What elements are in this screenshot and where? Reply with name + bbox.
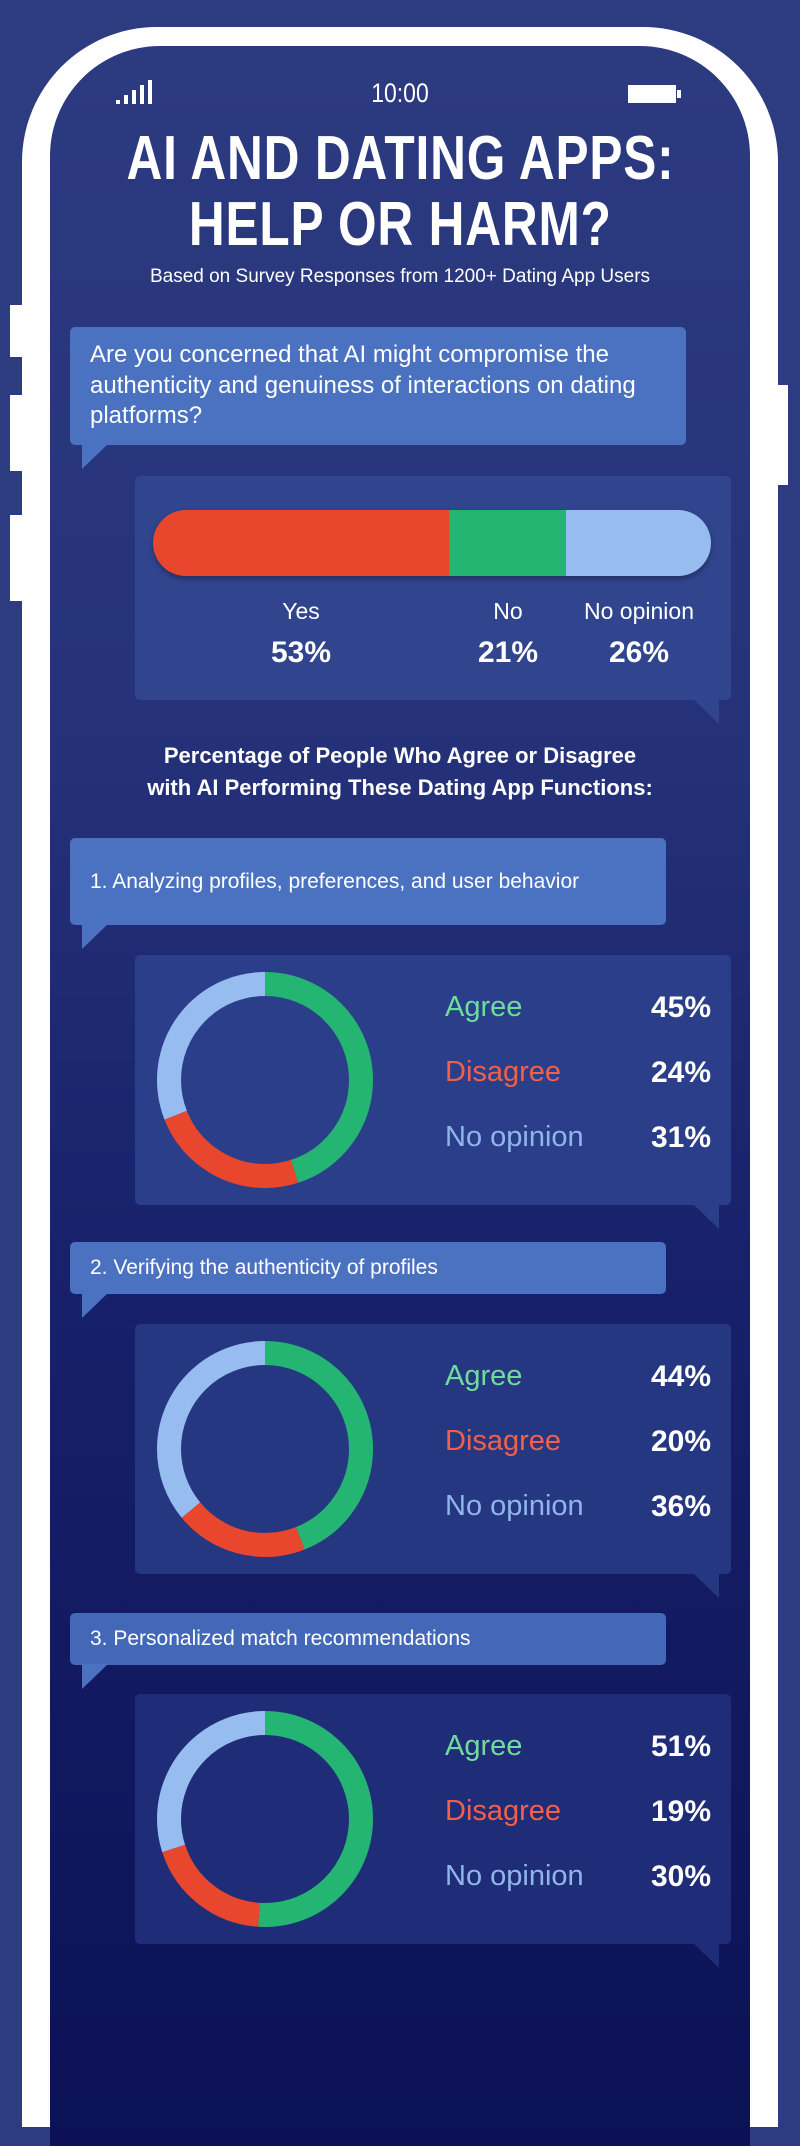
legend-value-no-opinion: 31% bbox=[650, 1121, 711, 1154]
title-line-2: HELP OR HARM? bbox=[188, 190, 612, 259]
function-3-title: 3. Personalized match recommendations bbox=[90, 1627, 471, 1651]
legend-value-no-opinion: 30% bbox=[650, 1860, 711, 1893]
function-1-title: 1. Analyzing profiles, preferences, and … bbox=[90, 869, 580, 893]
section-heading-line-2: with AI Performing These Dating App Func… bbox=[147, 774, 653, 800]
function-1-bubble: 1. Analyzing profiles, preferences, and … bbox=[70, 838, 666, 925]
section-heading-line-1: Percentage of People Who Agree or Disagr… bbox=[163, 743, 637, 768]
title-line-1: AI AND DATING APPS: bbox=[126, 124, 674, 193]
legend-value-agree: 44% bbox=[650, 1360, 711, 1393]
legend-value-disagree: 19% bbox=[650, 1795, 711, 1828]
bar-value-no: 21% bbox=[477, 636, 539, 669]
donut-segment-no-opinion bbox=[157, 972, 373, 1188]
legend-value-agree: 45% bbox=[650, 991, 711, 1024]
bar-value-yes: 53% bbox=[270, 636, 332, 669]
bar-segment-yes bbox=[153, 510, 449, 576]
question-bubble: Are you concerned that AI might compromi… bbox=[70, 327, 686, 445]
concern-bar-panel: Yes No No opinion 53% 21% 26% bbox=[135, 476, 731, 700]
signal-icon bbox=[116, 80, 156, 104]
phone-side-button bbox=[10, 305, 24, 357]
bar-label-yes: Yes bbox=[282, 598, 320, 624]
legend-value-no-opinion: 36% bbox=[650, 1490, 711, 1523]
phone-side-button bbox=[776, 385, 788, 485]
legend-label-no-opinion: No opinion bbox=[445, 1490, 584, 1522]
bar-segment-no bbox=[448, 510, 566, 576]
legend-label-disagree: Disagree bbox=[445, 1056, 562, 1088]
legend-label-no-opinion: No opinion bbox=[445, 1121, 584, 1153]
legend-label-no-opinion: No opinion bbox=[445, 1860, 584, 1892]
legend-value-disagree: 24% bbox=[650, 1056, 711, 1089]
phone-side-button bbox=[10, 395, 24, 471]
subtitle: Based on Survey Responses from 1200+ Dat… bbox=[149, 266, 651, 287]
stacked-bar bbox=[153, 510, 711, 576]
function-2-bubble: 2. Verifying the authenticity of profile… bbox=[70, 1242, 666, 1294]
legend-value-agree: 51% bbox=[650, 1730, 711, 1763]
legend-label-agree: Agree bbox=[445, 991, 523, 1023]
legend-label-agree: Agree bbox=[445, 1360, 523, 1392]
bar-segment-no-opinion bbox=[565, 510, 711, 576]
donut-panel-3: Agree 51% Disagree 19% No opinion 30% bbox=[135, 1694, 731, 1944]
legend-label-agree: Agree bbox=[445, 1730, 523, 1762]
bar-label-no: No bbox=[493, 598, 523, 624]
donut-segment-no-opinion bbox=[157, 1711, 373, 1927]
section-heading: Percentage of People Who Agree or Disagr… bbox=[0, 740, 800, 804]
status-time: 10:00 bbox=[371, 78, 429, 108]
legend-label-disagree: Disagree bbox=[445, 1795, 562, 1827]
bar-label-no-opinion: No opinion bbox=[584, 598, 694, 624]
donut-chart bbox=[157, 1711, 373, 1927]
donut-panel-2: Agree 44% Disagree 20% No opinion 36% bbox=[135, 1324, 731, 1574]
legend-label-disagree: Disagree bbox=[445, 1425, 562, 1457]
question-text: Are you concerned that AI might compromi… bbox=[90, 341, 636, 430]
donut-segment-disagree bbox=[157, 972, 373, 1188]
legend-value-disagree: 20% bbox=[650, 1425, 711, 1458]
function-2-title: 2. Verifying the authenticity of profile… bbox=[90, 1256, 438, 1280]
phone-side-button bbox=[10, 515, 24, 601]
donut-segment-no-opinion bbox=[157, 1341, 373, 1557]
donut-chart bbox=[157, 1341, 373, 1557]
function-3-bubble: 3. Personalized match recommendations bbox=[70, 1613, 666, 1665]
donut-panel-1: Agree 45% Disagree 24% No opinion 31% bbox=[135, 955, 731, 1205]
donut-segment-disagree bbox=[157, 1341, 373, 1557]
battery-icon bbox=[628, 85, 681, 103]
donut-chart bbox=[157, 972, 373, 1188]
bar-value-no-opinion: 26% bbox=[608, 636, 670, 669]
